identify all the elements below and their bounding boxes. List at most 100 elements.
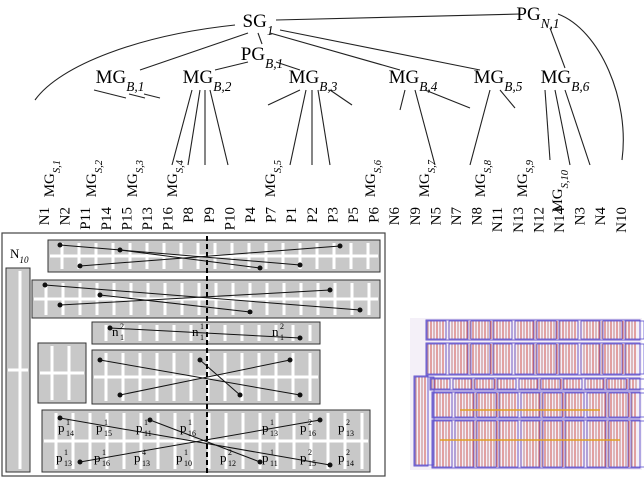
leaf-label: P3 <box>325 207 341 223</box>
label-sub: 1 <box>120 333 124 342</box>
leaf-label: P7 <box>264 207 280 223</box>
label-sub: 1 <box>280 333 284 342</box>
label-sup: 4 <box>142 448 146 457</box>
leaf-label: N4 <box>593 207 609 226</box>
leaf-label: P16 <box>161 207 177 231</box>
label-base: p <box>262 420 269 435</box>
label-sub: 15 <box>308 459 316 468</box>
leaf-label: P6 <box>367 207 383 223</box>
pin <box>58 303 63 308</box>
tree-edge <box>565 90 590 165</box>
label-base: MG <box>96 67 127 88</box>
tree-edge <box>129 94 145 98</box>
layout-image <box>410 318 644 470</box>
tree-edge <box>290 90 306 165</box>
label-sub: 10 <box>184 459 192 468</box>
pin <box>328 463 333 468</box>
label-base: p <box>58 420 65 435</box>
label-sup: 1 <box>64 448 68 457</box>
label: MGS,2 <box>84 159 105 197</box>
label-sub: 1 <box>267 23 274 38</box>
label-base: p <box>176 450 183 465</box>
leaf-label: N11 <box>490 207 506 232</box>
label-base: MG <box>550 188 566 212</box>
pin <box>258 266 263 271</box>
label-sub: 11 <box>144 429 152 438</box>
pin <box>338 244 343 249</box>
label-base: MG <box>363 173 379 197</box>
tree-edge <box>188 90 200 165</box>
tree-edge <box>415 90 435 165</box>
pin <box>98 358 103 363</box>
label: PGN,1 <box>516 4 559 31</box>
label-sub: 16 <box>102 459 110 468</box>
label-base: p <box>94 450 101 465</box>
label-base: p <box>338 420 345 435</box>
leaf-label: N3 <box>573 207 589 225</box>
label-base: MG <box>289 67 320 88</box>
label-base: p <box>300 420 307 435</box>
leaf-label: P1 <box>284 207 300 223</box>
label-sub: 13 <box>270 429 278 438</box>
label-sub: S,3 <box>135 160 146 173</box>
label: MGB,3 <box>289 67 338 94</box>
pin <box>98 293 103 298</box>
label-base: p <box>56 450 63 465</box>
label-sub: B,6 <box>571 79 589 94</box>
label-base: n <box>192 324 199 339</box>
label-sup: 1 <box>184 448 188 457</box>
label: MGB,1 <box>96 67 145 94</box>
tree-edge <box>276 14 520 20</box>
tree-edge <box>210 90 228 165</box>
label-base: n <box>112 324 119 339</box>
label-sub: 16 <box>308 429 316 438</box>
label-sub: B,2 <box>213 79 231 94</box>
label-sup: 1 <box>102 448 106 457</box>
label-sub: B,4 <box>419 79 437 94</box>
leaf-label: N9 <box>408 207 424 225</box>
label-sup: 2 <box>308 448 312 457</box>
label: MGB,4 <box>389 67 438 94</box>
label-sub: N,1 <box>540 16 560 31</box>
label-sup: 1 <box>188 418 192 427</box>
label-base: MG <box>42 173 58 197</box>
label-sup: 2 <box>120 322 124 331</box>
label-base: p <box>262 450 269 465</box>
label-sub: S,6 <box>373 159 384 173</box>
label-base: MG <box>473 173 489 197</box>
pin <box>43 283 48 288</box>
layout-bg <box>410 318 642 470</box>
leaf-label: N12 <box>531 207 547 233</box>
label-sup: 1 <box>104 418 108 427</box>
leaf-label: N5 <box>428 207 444 225</box>
label-sub: S,1 <box>52 160 63 173</box>
label-sub: B,3 <box>319 79 337 94</box>
label-base: MG <box>389 67 420 88</box>
tree-edge <box>268 90 300 105</box>
label-base: p <box>96 420 103 435</box>
leaf-label: P9 <box>202 207 218 223</box>
label-base: p <box>134 450 141 465</box>
label-sub: B,1 <box>126 79 144 94</box>
label-base: p <box>338 450 345 465</box>
pin <box>248 310 253 315</box>
tree-edge <box>470 90 490 165</box>
label-base: p <box>300 450 307 465</box>
label: MGS,4 <box>165 159 186 197</box>
label-sub: 10 <box>19 255 29 265</box>
leaf-label: N1 <box>37 207 53 225</box>
leaf-label: P13 <box>140 207 156 230</box>
label: MGS,3 <box>125 160 146 197</box>
pin <box>118 393 123 398</box>
pin <box>328 288 333 293</box>
tree-edge <box>110 94 126 98</box>
tree-edge <box>270 33 400 70</box>
label-sub: 13 <box>142 459 150 468</box>
label-base: PG <box>516 4 541 25</box>
label-sup: 2 <box>346 448 350 457</box>
label-base: MG <box>125 173 141 197</box>
leaf-label: P4 <box>243 207 259 223</box>
label-base: MG <box>263 173 279 197</box>
leaf-label: P10 <box>222 207 238 230</box>
pin <box>238 393 243 398</box>
